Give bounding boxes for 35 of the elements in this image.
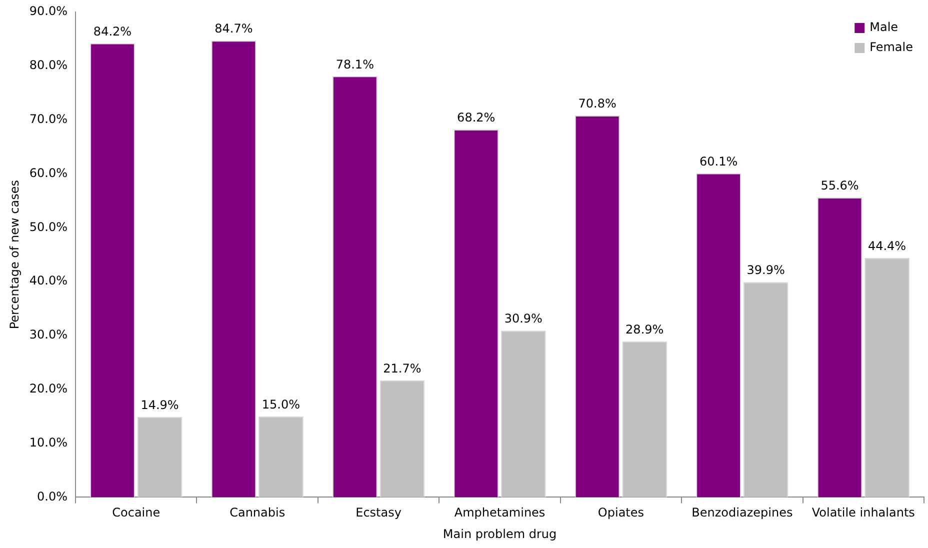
x-tick-label: Benzodiazepines [692, 506, 793, 520]
legend-label: Female [870, 40, 913, 54]
data-label: 15.0% [262, 397, 300, 412]
data-label: 68.2% [457, 110, 496, 125]
y-tick-label: 50.0% [29, 220, 68, 234]
legend-label: Male [870, 20, 898, 34]
x-tick-label: Cannabis [230, 506, 286, 520]
y-tick-label: 30.0% [29, 328, 68, 342]
data-label: 21.7% [383, 361, 422, 376]
data-label: 55.6% [820, 178, 859, 193]
data-label: 39.9% [746, 263, 785, 278]
data-label: 28.9% [626, 322, 664, 337]
y-tick-label: 10.0% [29, 435, 68, 450]
x-tick-label: Cocaine [112, 506, 160, 520]
data-label: 84.2% [93, 24, 132, 38]
x-tick-label: Opiates [598, 506, 644, 520]
data-label: 14.9% [140, 398, 179, 412]
data-label: 70.8% [578, 96, 616, 111]
y-tick-label: 80.0% [29, 58, 68, 72]
x-axis-title: Main problem drug [442, 526, 557, 541]
x-tick-label: Volatile inhalants [812, 506, 915, 520]
y-tick-label: 20.0% [29, 382, 68, 396]
data-label: 84.7% [214, 22, 253, 36]
data-label: 44.4% [868, 238, 906, 253]
x-tick-label: Amphetamines [454, 506, 546, 520]
y-tick-label: 40.0% [29, 274, 68, 288]
y-tick-label: 90.0% [29, 4, 68, 18]
data-label: 78.1% [336, 57, 374, 72]
y-axis-title: Percentage of new cases [7, 180, 22, 330]
data-label: 30.9% [504, 312, 542, 326]
y-tick-label: 0.0% [37, 489, 68, 504]
data-label: 60.1% [699, 154, 738, 168]
y-tick-label: 70.0% [29, 112, 68, 126]
y-tick-label: 60.0% [29, 166, 68, 180]
x-tick-label: Ecstasy [356, 506, 402, 520]
